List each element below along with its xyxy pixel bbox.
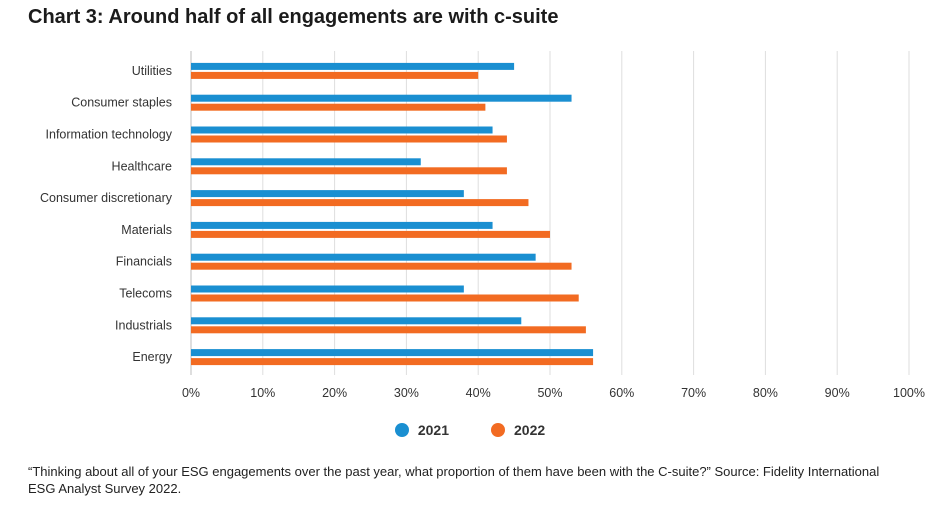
bar-2022[interactable] <box>191 294 579 302</box>
bars <box>191 62 594 366</box>
x-tick-label: 40% <box>466 386 491 400</box>
category-label: Information technology <box>46 128 173 142</box>
bar-2022[interactable] <box>191 167 507 175</box>
x-tick-label: 50% <box>537 386 562 400</box>
legend-dot-2021 <box>394 423 409 437</box>
x-tick-label: 20% <box>322 386 347 400</box>
bar-chart: Utilities Consumer staples Information tec… <box>40 51 925 400</box>
legend-label-2021: 2021 <box>417 422 449 438</box>
category-label: Telecoms <box>119 287 172 301</box>
category-label: Industrials <box>115 318 172 332</box>
bar-2021[interactable] <box>191 221 493 229</box>
legend: 2021 2022 <box>0 422 940 438</box>
bar-2022[interactable] <box>191 230 550 238</box>
bar-2021[interactable] <box>191 253 536 261</box>
bar-2022[interactable] <box>191 358 594 366</box>
bar-2021[interactable] <box>191 285 464 293</box>
x-tick-label: 70% <box>681 386 706 400</box>
bar-2021[interactable] <box>191 94 572 102</box>
bar-2021[interactable] <box>191 158 421 166</box>
bar-2021[interactable] <box>191 190 464 198</box>
x-tick-label: 100% <box>893 386 925 400</box>
bar-2021[interactable] <box>191 126 493 134</box>
legend-item-2022[interactable]: 2022 <box>491 422 545 438</box>
bar-2022[interactable] <box>191 262 572 270</box>
category-label: Materials <box>121 223 172 237</box>
bar-2021[interactable] <box>191 317 522 325</box>
category-label: Consumer discretionary <box>40 191 173 205</box>
bar-2022[interactable] <box>191 135 507 143</box>
x-tick-label: 80% <box>753 386 778 400</box>
x-axis-ticks: 0% 10% 20% 30% 40% 50% 60% 70% 80% 90% 100% <box>182 386 925 400</box>
legend-item-2021[interactable]: 2021 <box>394 422 449 438</box>
bar-2021[interactable] <box>191 62 515 70</box>
bar-2021[interactable] <box>191 349 594 357</box>
category-label: Financials <box>116 255 172 269</box>
bar-2022[interactable] <box>191 71 479 79</box>
category-label: Energy <box>132 350 172 364</box>
x-tick-label: 10% <box>250 386 275 400</box>
legend-label-2022: 2022 <box>514 422 546 438</box>
bar-2022[interactable] <box>191 103 486 111</box>
category-labels: Utilities Consumer staples Information tec… <box>40 64 173 364</box>
category-label: Utilities <box>132 64 172 78</box>
bar-2022[interactable] <box>191 199 529 207</box>
x-tick-label: 60% <box>609 386 634 400</box>
category-label: Healthcare <box>112 159 172 173</box>
chart-title: Chart 3: Around half of all engagements … <box>28 6 559 28</box>
x-tick-label: 30% <box>394 386 419 400</box>
bar-2022[interactable] <box>191 326 586 334</box>
x-tick-label: 0% <box>182 386 200 400</box>
legend-dot-2022 <box>491 423 505 437</box>
x-tick-label: 90% <box>825 386 850 400</box>
category-label: Consumer staples <box>71 96 172 110</box>
footnote: “Thinking about all of your ESG engageme… <box>28 464 880 496</box>
